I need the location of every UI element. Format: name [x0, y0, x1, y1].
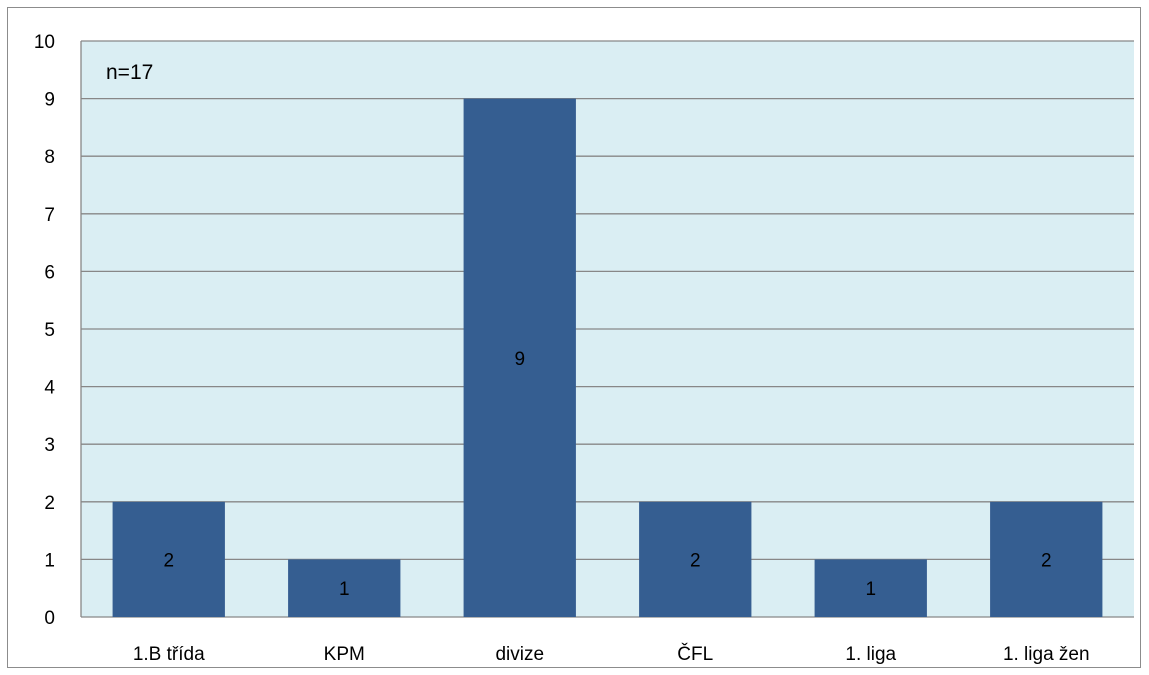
- x-category-label: divize: [495, 644, 544, 665]
- bars: [112, 98, 1103, 618]
- bar-data-label: 1: [339, 579, 350, 600]
- bar-data-label: 2: [163, 550, 174, 571]
- y-tick-label: 7: [44, 205, 55, 226]
- bar: [814, 559, 927, 617]
- y-tick-label: 4: [44, 378, 55, 399]
- y-tick-label: 5: [44, 320, 55, 341]
- y-tick-label: 9: [44, 90, 55, 111]
- bar: [990, 501, 1103, 617]
- bar-data-label: 9: [514, 349, 525, 370]
- bar-data-label: 2: [1041, 550, 1052, 571]
- y-tick-label: 3: [44, 435, 55, 456]
- bar: [463, 98, 576, 618]
- x-category-label: 1. liga: [845, 644, 896, 665]
- y-tick-label: 8: [44, 147, 55, 168]
- bar-data-label: 2: [690, 550, 701, 571]
- x-category-label: ČFL: [677, 643, 713, 665]
- bar: [288, 559, 401, 617]
- y-axis-tick-labels: 0 1 2 3 4 5 6 7 8 9 10: [34, 32, 56, 629]
- x-category-label: 1. liga žen: [1003, 644, 1090, 665]
- x-category-label: 1.B třída: [133, 644, 205, 665]
- y-tick-label: 10: [34, 32, 55, 53]
- y-tick-label: 2: [44, 493, 55, 514]
- bar: [112, 501, 225, 617]
- y-tick-label: 6: [44, 262, 55, 283]
- y-tick-label: 1: [44, 550, 55, 571]
- bar-data-label: 1: [865, 579, 876, 600]
- sample-size-annotation: n=17: [106, 61, 153, 84]
- x-category-label: KPM: [324, 644, 365, 665]
- x-axis-category-labels: 1.B třída KPM divize ČFL 1. liga 1. liga žen: [133, 643, 1090, 665]
- data-labels: 2 1 9 2 1 2: [163, 349, 1051, 600]
- y-tick-label: 0: [44, 608, 55, 629]
- bar: [639, 501, 752, 617]
- gridlines: [80, 40, 1134, 618]
